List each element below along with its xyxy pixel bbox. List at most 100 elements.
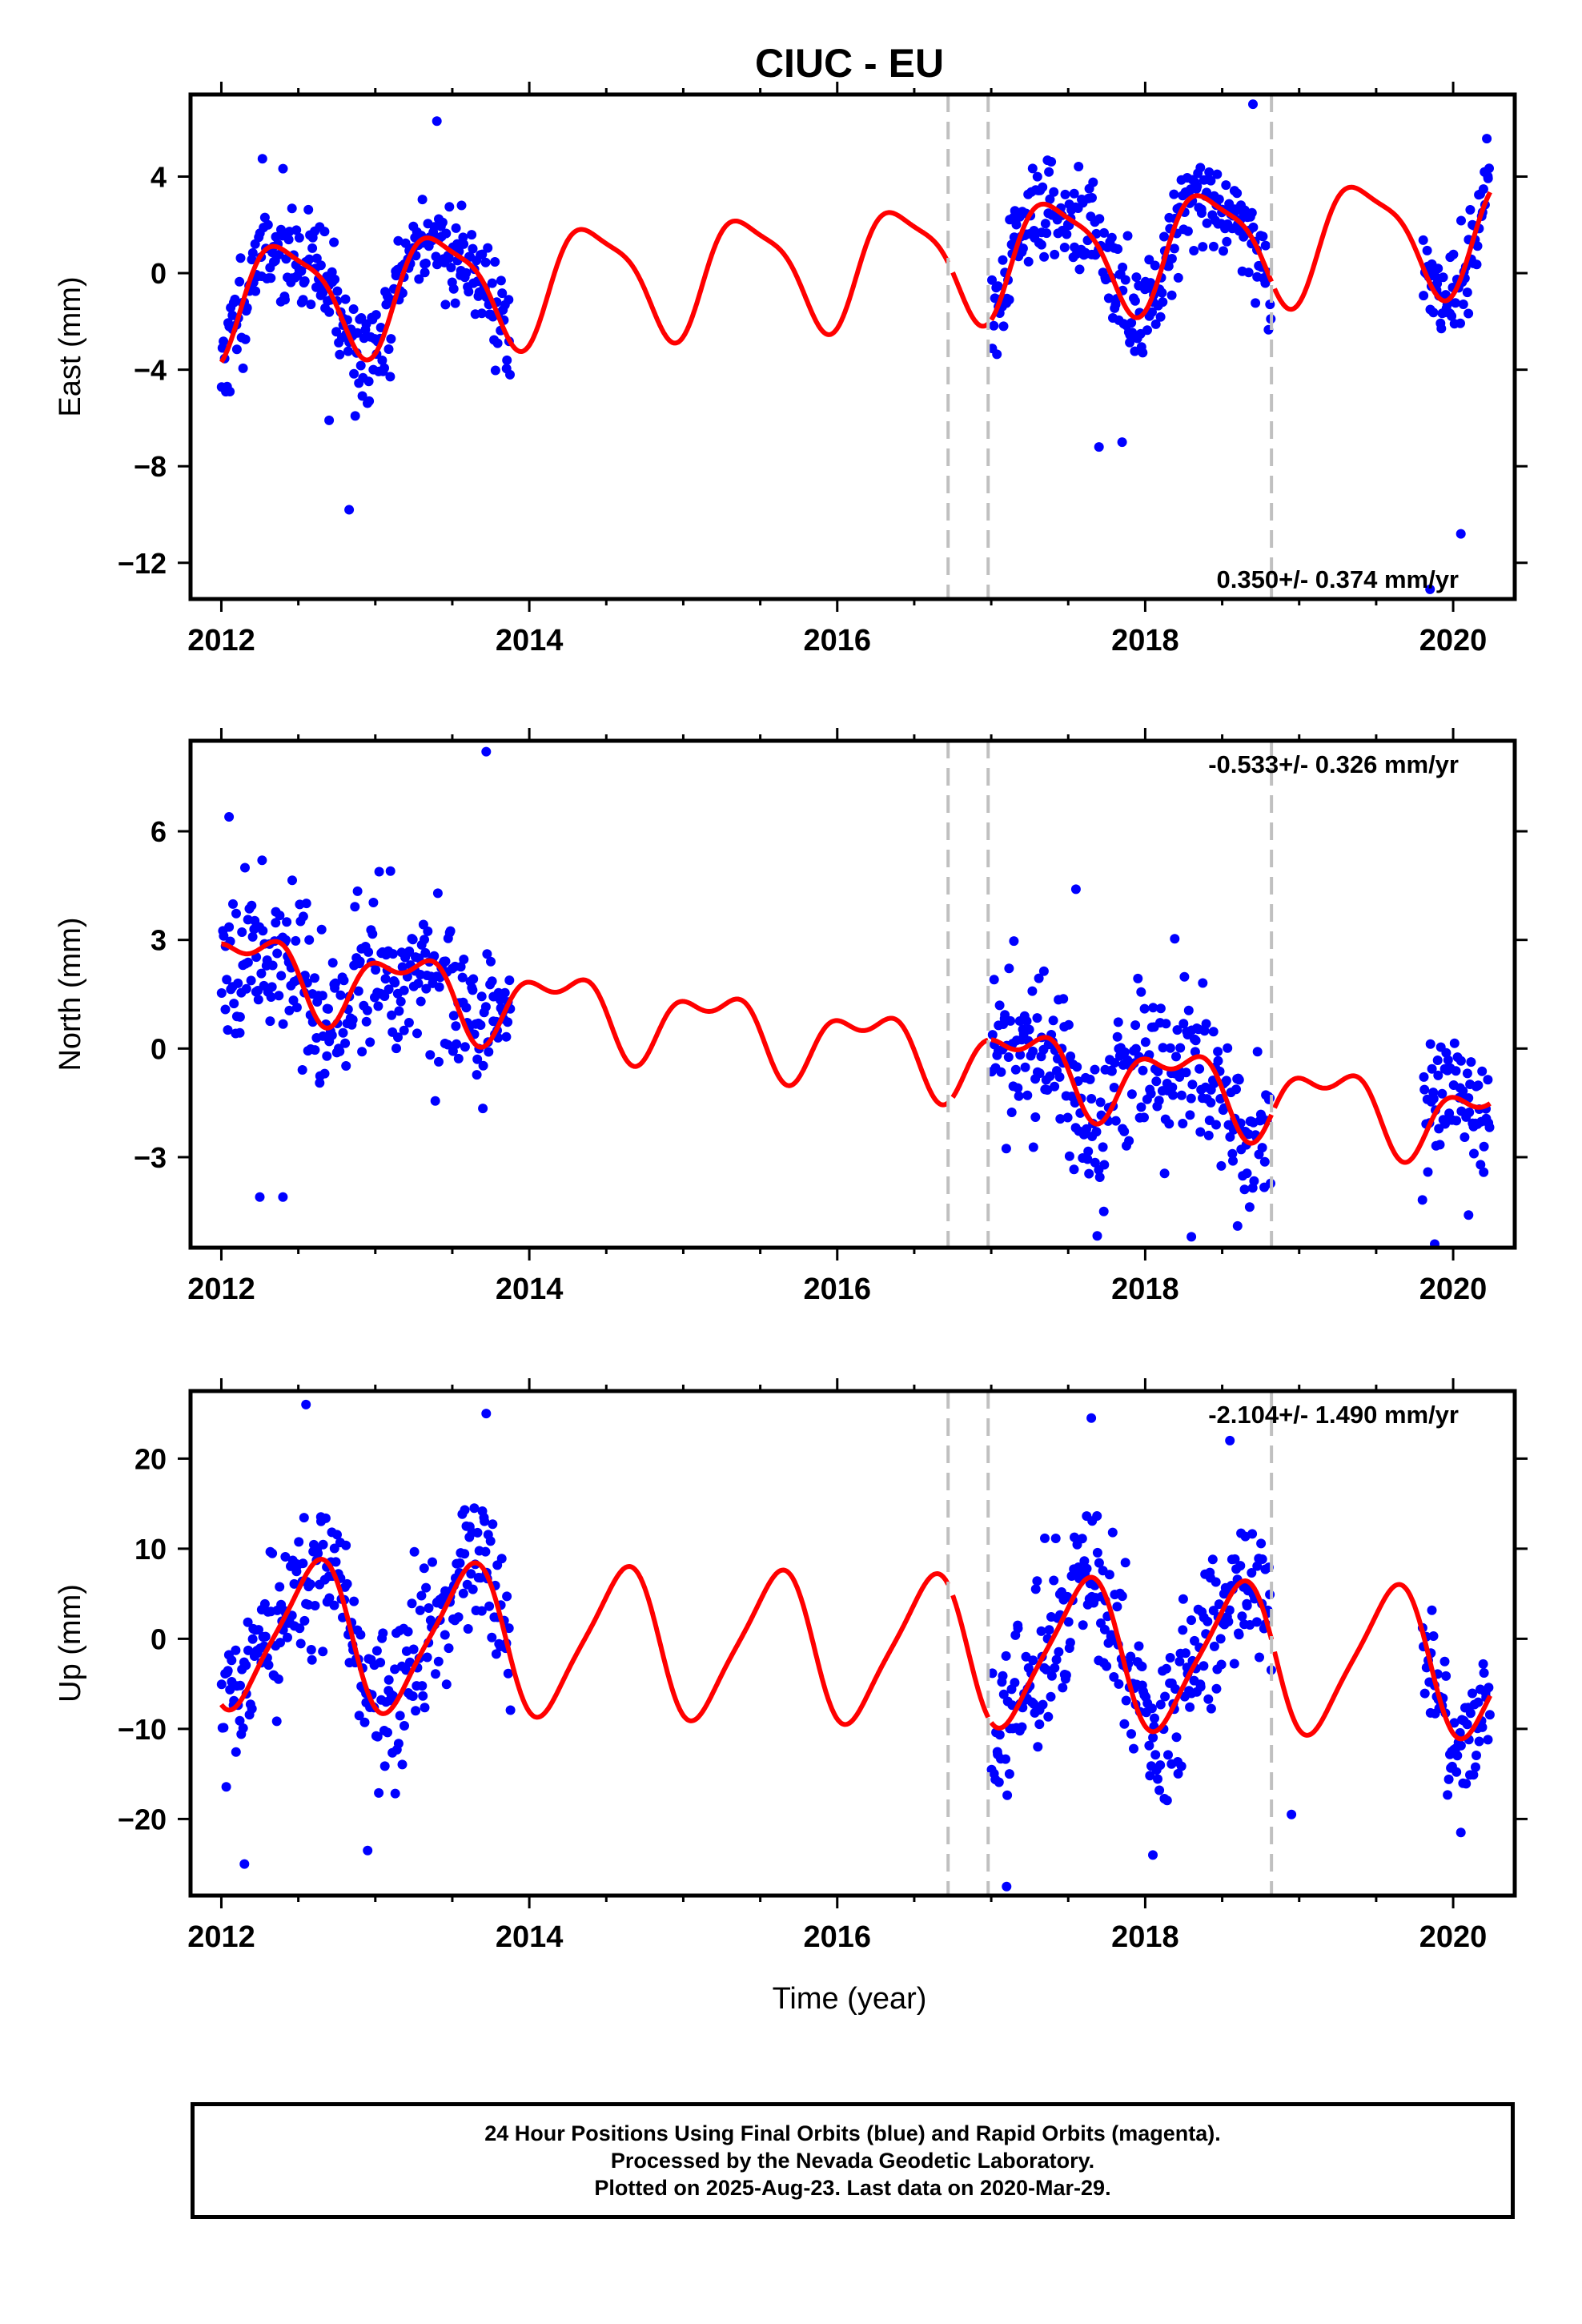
data-point — [256, 968, 267, 979]
data-point — [496, 275, 506, 286]
data-point — [324, 307, 335, 317]
data-point — [432, 259, 442, 270]
data-point — [417, 1681, 428, 1691]
data-point — [455, 1558, 465, 1568]
data-point — [404, 946, 415, 956]
data-point — [1066, 1051, 1076, 1061]
data-point — [1136, 1102, 1146, 1112]
data-point — [253, 995, 263, 1005]
data-point — [483, 243, 493, 253]
data-point — [1114, 1679, 1124, 1689]
data-point — [386, 334, 396, 344]
data-point — [265, 1016, 275, 1027]
model-curve — [219, 1557, 950, 1727]
data-point — [247, 1703, 257, 1714]
data-point — [371, 965, 381, 975]
data-point — [459, 955, 469, 964]
data-point — [504, 1623, 514, 1634]
data-point — [235, 276, 245, 287]
data-point — [296, 266, 307, 276]
data-point — [445, 926, 456, 936]
x-tick-label: 2012 — [187, 1920, 255, 1954]
data-point — [301, 899, 311, 909]
data-point — [1232, 188, 1243, 199]
outlier-point — [1248, 99, 1258, 110]
data-point — [315, 260, 326, 271]
outlier-point — [1232, 1220, 1243, 1231]
data-point — [1048, 1015, 1058, 1026]
data-point — [229, 999, 239, 1009]
data-point — [374, 866, 384, 877]
data-point — [451, 223, 461, 233]
data-point — [1102, 1661, 1112, 1671]
data-point — [1189, 246, 1199, 255]
data-point — [367, 929, 378, 939]
data-point — [235, 1011, 245, 1022]
outlier-point — [278, 1192, 288, 1202]
data-point — [1174, 1656, 1185, 1667]
data-point — [1432, 279, 1443, 289]
data-point — [275, 1638, 285, 1648]
data-point — [418, 1691, 428, 1701]
data-point — [463, 1624, 473, 1634]
model-curve — [1272, 1073, 1492, 1165]
data-point — [1122, 231, 1133, 241]
data-point — [1011, 219, 1022, 230]
data-point — [299, 276, 310, 286]
data-point — [1126, 1729, 1136, 1739]
data-point — [1456, 1740, 1466, 1751]
outlier-point — [324, 415, 335, 425]
data-point — [420, 258, 431, 268]
data-point — [1058, 994, 1069, 1004]
data-point — [467, 230, 477, 240]
data-point — [275, 911, 285, 921]
data-point — [1216, 1160, 1227, 1171]
data-point — [1082, 1563, 1092, 1574]
data-point — [1148, 1732, 1158, 1743]
data-point — [1164, 1119, 1174, 1129]
data-point — [377, 356, 387, 365]
data-point — [1030, 1112, 1041, 1122]
data-point — [1134, 1641, 1144, 1651]
data-point — [311, 253, 322, 263]
data-point — [327, 958, 338, 968]
data-point — [379, 991, 390, 1001]
data-point — [222, 975, 232, 985]
data-point — [318, 1647, 328, 1657]
data-point — [1150, 1713, 1159, 1723]
data-point — [1443, 1774, 1454, 1784]
data-point — [219, 931, 229, 941]
outlier-point — [481, 1409, 492, 1419]
data-point — [354, 1711, 364, 1721]
data-point — [1162, 1795, 1172, 1806]
y-axis-label: East (mm) — [54, 276, 87, 416]
data-point — [1221, 180, 1231, 191]
x-tick-label: 2018 — [1111, 1920, 1179, 1954]
data-point — [1207, 1554, 1218, 1565]
data-point — [396, 996, 406, 1007]
data-point — [1063, 1617, 1074, 1627]
data-point — [374, 1787, 384, 1798]
data-point — [1010, 1678, 1020, 1688]
data-point — [327, 267, 337, 277]
data-point — [428, 1557, 437, 1567]
data-point — [466, 1569, 476, 1579]
plot-area — [216, 741, 1495, 1248]
caption-box: 24 Hour Positions Using Final Orbits (bl… — [191, 2102, 1515, 2219]
data-point — [357, 391, 367, 401]
data-point — [1195, 1063, 1205, 1074]
data-point — [397, 962, 408, 972]
data-point — [1168, 1090, 1178, 1100]
data-point — [415, 1605, 425, 1615]
y-tick-label: 0 — [151, 257, 167, 290]
data-point — [271, 1716, 282, 1727]
outlier-point — [1464, 1210, 1474, 1220]
data-point — [1098, 1206, 1109, 1216]
data-point — [1004, 295, 1014, 305]
data-point — [1088, 177, 1098, 187]
outlier-point — [1094, 442, 1104, 452]
data-point — [331, 978, 340, 988]
data-point — [1051, 1655, 1062, 1665]
data-point — [235, 1027, 245, 1038]
data-point — [231, 1747, 241, 1757]
